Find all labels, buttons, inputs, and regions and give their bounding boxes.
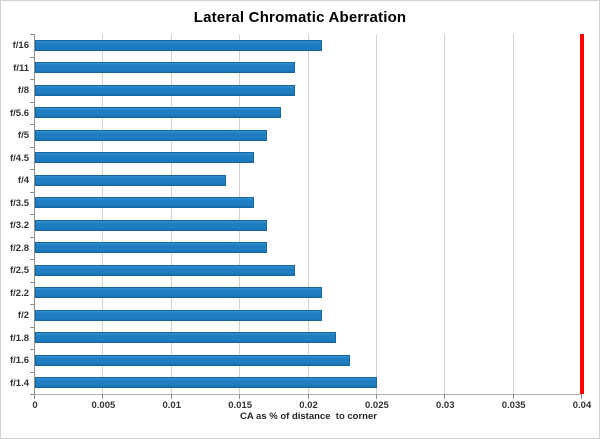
category-label: f/11 bbox=[13, 62, 29, 74]
x-tick-label: 0 bbox=[32, 400, 38, 411]
x-axis-tick bbox=[239, 394, 241, 399]
x-axis-tick bbox=[170, 394, 172, 399]
bar-f2.8 bbox=[35, 242, 268, 254]
y-axis-tick bbox=[30, 214, 35, 215]
bar-f5 bbox=[35, 129, 268, 141]
y-axis-tick bbox=[30, 191, 35, 193]
y-axis-tick bbox=[30, 259, 35, 260]
x-axis-tick bbox=[512, 394, 514, 399]
bar-f1.6 bbox=[35, 354, 350, 366]
x-tick-label: 0.03 bbox=[436, 400, 455, 411]
bar-f4 bbox=[35, 174, 227, 186]
y-axis-tick bbox=[30, 394, 35, 395]
bar-f4.5 bbox=[35, 152, 254, 164]
y-axis-tick bbox=[30, 326, 35, 328]
x-axis-tick bbox=[581, 394, 582, 399]
gridline bbox=[307, 34, 309, 394]
category-label: f/8 bbox=[17, 85, 29, 97]
x-tick-label: 0.005 bbox=[91, 400, 116, 411]
bar-f1.4 bbox=[35, 377, 377, 389]
y-axis-tick bbox=[30, 371, 35, 373]
y-axis-tick bbox=[30, 169, 35, 170]
x-tick-label: 0.035 bbox=[501, 400, 526, 411]
x-tick-label: 0.04 bbox=[572, 400, 592, 411]
bar-f3.5 bbox=[35, 197, 254, 209]
gridline bbox=[444, 34, 446, 394]
y-axis-tick bbox=[30, 101, 35, 103]
bar-f5.6 bbox=[35, 107, 282, 119]
y-axis-tick bbox=[30, 349, 35, 350]
y-axis-tick bbox=[30, 124, 35, 125]
category-label: f/2.5 bbox=[9, 265, 29, 277]
chart-title: Lateral Chromatic Aberration bbox=[193, 9, 407, 26]
plot-area bbox=[30, 34, 584, 399]
x-axis-tick bbox=[102, 394, 104, 399]
bar-f2 bbox=[35, 309, 323, 321]
x-axis-title: CA as % of distance to corner bbox=[240, 411, 377, 422]
category-label: f/2.8 bbox=[9, 242, 29, 254]
x-axis-tick bbox=[307, 394, 309, 399]
bar-f3.2 bbox=[35, 219, 268, 231]
y-axis-tick bbox=[30, 304, 35, 305]
x-tick-label: 0.015 bbox=[228, 400, 253, 411]
x-tick-label: 0.02 bbox=[299, 400, 318, 411]
bar-f2.5 bbox=[35, 264, 295, 276]
y-axis-tick bbox=[30, 281, 35, 283]
bar-f16 bbox=[35, 39, 323, 51]
x-axis-tick bbox=[444, 394, 446, 399]
x-tick-label: 0.025 bbox=[364, 400, 389, 411]
category-label: f/2.2 bbox=[9, 287, 29, 299]
y-axis-tick bbox=[30, 236, 35, 238]
category-label: f/16 bbox=[12, 40, 29, 52]
gridline bbox=[375, 34, 377, 394]
category-label: f/4 bbox=[17, 175, 29, 187]
x-axis-tick bbox=[34, 394, 35, 399]
gridline bbox=[102, 34, 104, 394]
gridline bbox=[512, 34, 514, 394]
x-tick-label: 0.01 bbox=[162, 400, 182, 411]
category-label: f/1.8 bbox=[9, 332, 29, 344]
category-label: f/2 bbox=[17, 310, 29, 322]
category-label: f/1.6 bbox=[9, 355, 29, 367]
gridline bbox=[239, 34, 241, 394]
y-axis-tick bbox=[30, 34, 35, 35]
bar-f2.2 bbox=[35, 287, 323, 299]
gridline bbox=[170, 34, 172, 394]
category-label: f/1.4 bbox=[9, 377, 29, 389]
category-label: f/4.5 bbox=[9, 152, 29, 164]
reference-line bbox=[580, 34, 584, 394]
bar-f8 bbox=[35, 84, 295, 96]
category-label: f/5.6 bbox=[9, 107, 29, 119]
y-axis-tick bbox=[30, 79, 35, 80]
bar-f1.8 bbox=[35, 332, 336, 344]
y-axis-tick bbox=[30, 146, 35, 148]
category-label: f/5 bbox=[17, 130, 29, 142]
category-label: f/3.5 bbox=[9, 197, 29, 209]
x-axis-tick bbox=[375, 394, 377, 399]
y-axis-tick bbox=[30, 56, 35, 58]
category-label: f/3.2 bbox=[9, 220, 29, 232]
bar-f11 bbox=[35, 62, 295, 74]
